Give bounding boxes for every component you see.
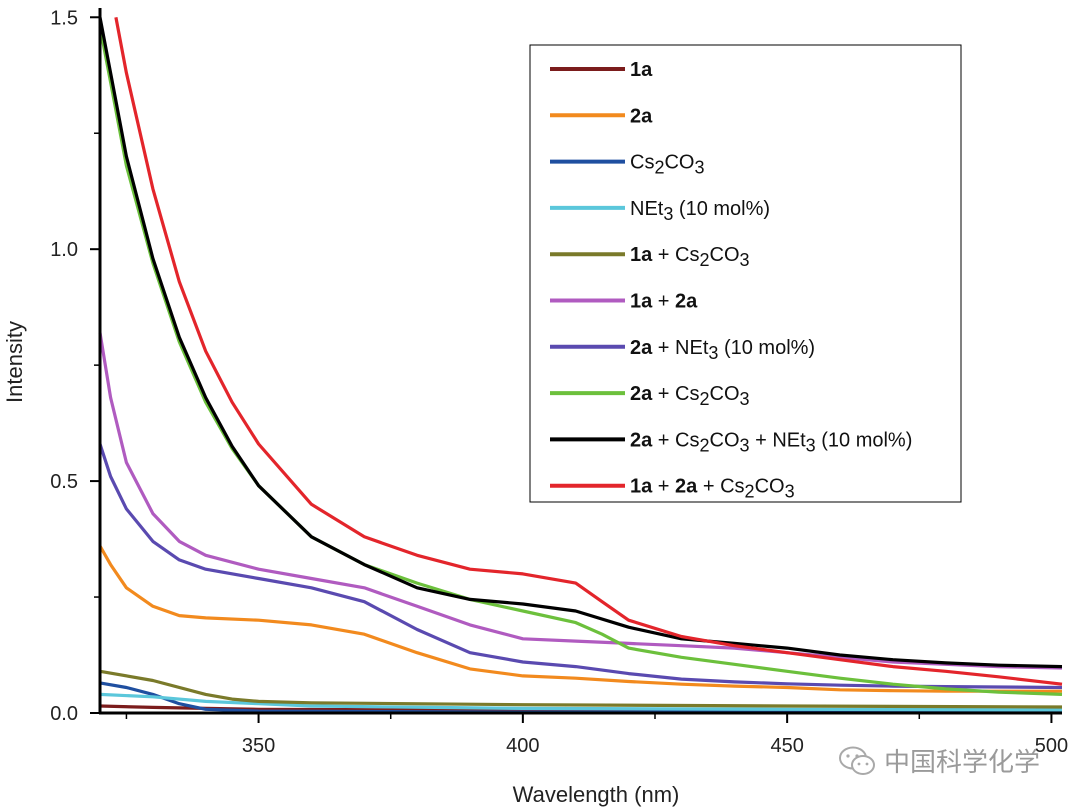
x-axis-label: Wavelength (nm) [513, 782, 680, 807]
y-tick-label: 1.5 [50, 7, 78, 29]
ticks: 350 400 450 500 0.0 0.5 1.0 1.5 [50, 7, 1068, 757]
wechat-icon [839, 746, 875, 775]
series-line-4 [99, 669, 1063, 709]
legend-label-2: Cs2CO3 [630, 152, 704, 178]
x-tick-label: 350 [242, 735, 275, 757]
legend-label-7: 2a + Cs2CO3 [630, 383, 750, 409]
series-line-1 [98, 545, 1062, 693]
legend-label-6: 2a + NEt3 (10 mol%) [630, 337, 815, 363]
y-tick-label: 1.0 [50, 239, 78, 261]
watermark-text: 中国科学化学 [884, 748, 1041, 778]
series-line-9 [114, 17, 1063, 686]
watermark: 中国科学化学 [838, 742, 1040, 779]
legend-box [529, 44, 962, 503]
y-axis-label: Intensity [2, 321, 27, 403]
legend-label-9: 1a + 2a + Cs2CO3 [630, 476, 795, 502]
series-lines [98, 17, 1063, 714]
y-tick-label: 0.5 [50, 471, 78, 493]
y-tick-label: 0.0 [50, 703, 78, 725]
x-tick-label: 450 [770, 735, 803, 757]
legend-label-8: 2a + Cs2CO3 + NEt3 (10 mol%) [630, 429, 912, 455]
x-tick-label: 400 [506, 735, 539, 757]
legend: 1a 2a Cs2CO3 NEt3 (10 mol%) 1a + Cs2CO3 1a + … [529, 44, 962, 503]
legend-label-4: 1a + Cs2CO3 [630, 244, 750, 270]
series-line-3 [99, 692, 1063, 712]
legend-label-5: 1a + 2a [630, 291, 698, 313]
x-tick-label: 500 [1035, 735, 1068, 757]
series-line-6 [98, 443, 1063, 690]
legend-label-0: 1a [630, 59, 653, 81]
series-line-5 [98, 332, 1063, 670]
legend-label-3: NEt3 (10 mol%) [630, 198, 770, 224]
series-line-8 [98, 17, 1063, 669]
legend-label-1: 2a [630, 105, 653, 127]
